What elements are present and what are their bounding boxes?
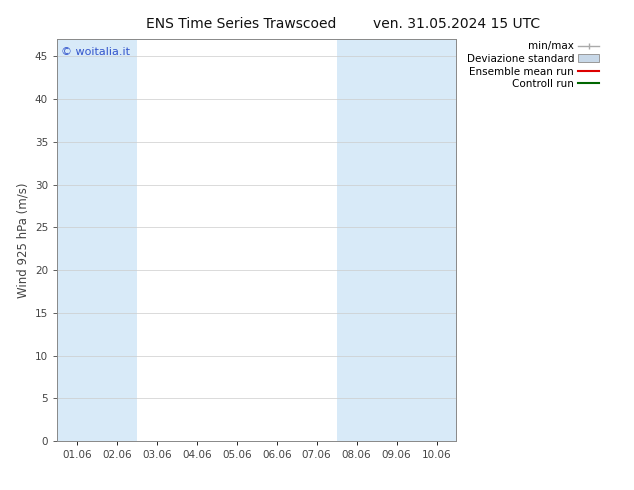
Legend: min/max, Deviazione standard, Ensemble mean run, Controll run: min/max, Deviazione standard, Ensemble m…: [466, 40, 600, 90]
Bar: [337, 39, 377, 441]
Bar: [377, 39, 417, 441]
Bar: [417, 39, 456, 441]
Y-axis label: Wind 925 hPa (m/s): Wind 925 hPa (m/s): [16, 182, 29, 298]
Bar: [97, 39, 137, 441]
Text: ENS Time Series Trawscoed: ENS Time Series Trawscoed: [146, 17, 336, 31]
Text: © woitalia.it: © woitalia.it: [61, 47, 130, 57]
Bar: [57, 39, 97, 441]
Text: ven. 31.05.2024 15 UTC: ven. 31.05.2024 15 UTC: [373, 17, 540, 31]
